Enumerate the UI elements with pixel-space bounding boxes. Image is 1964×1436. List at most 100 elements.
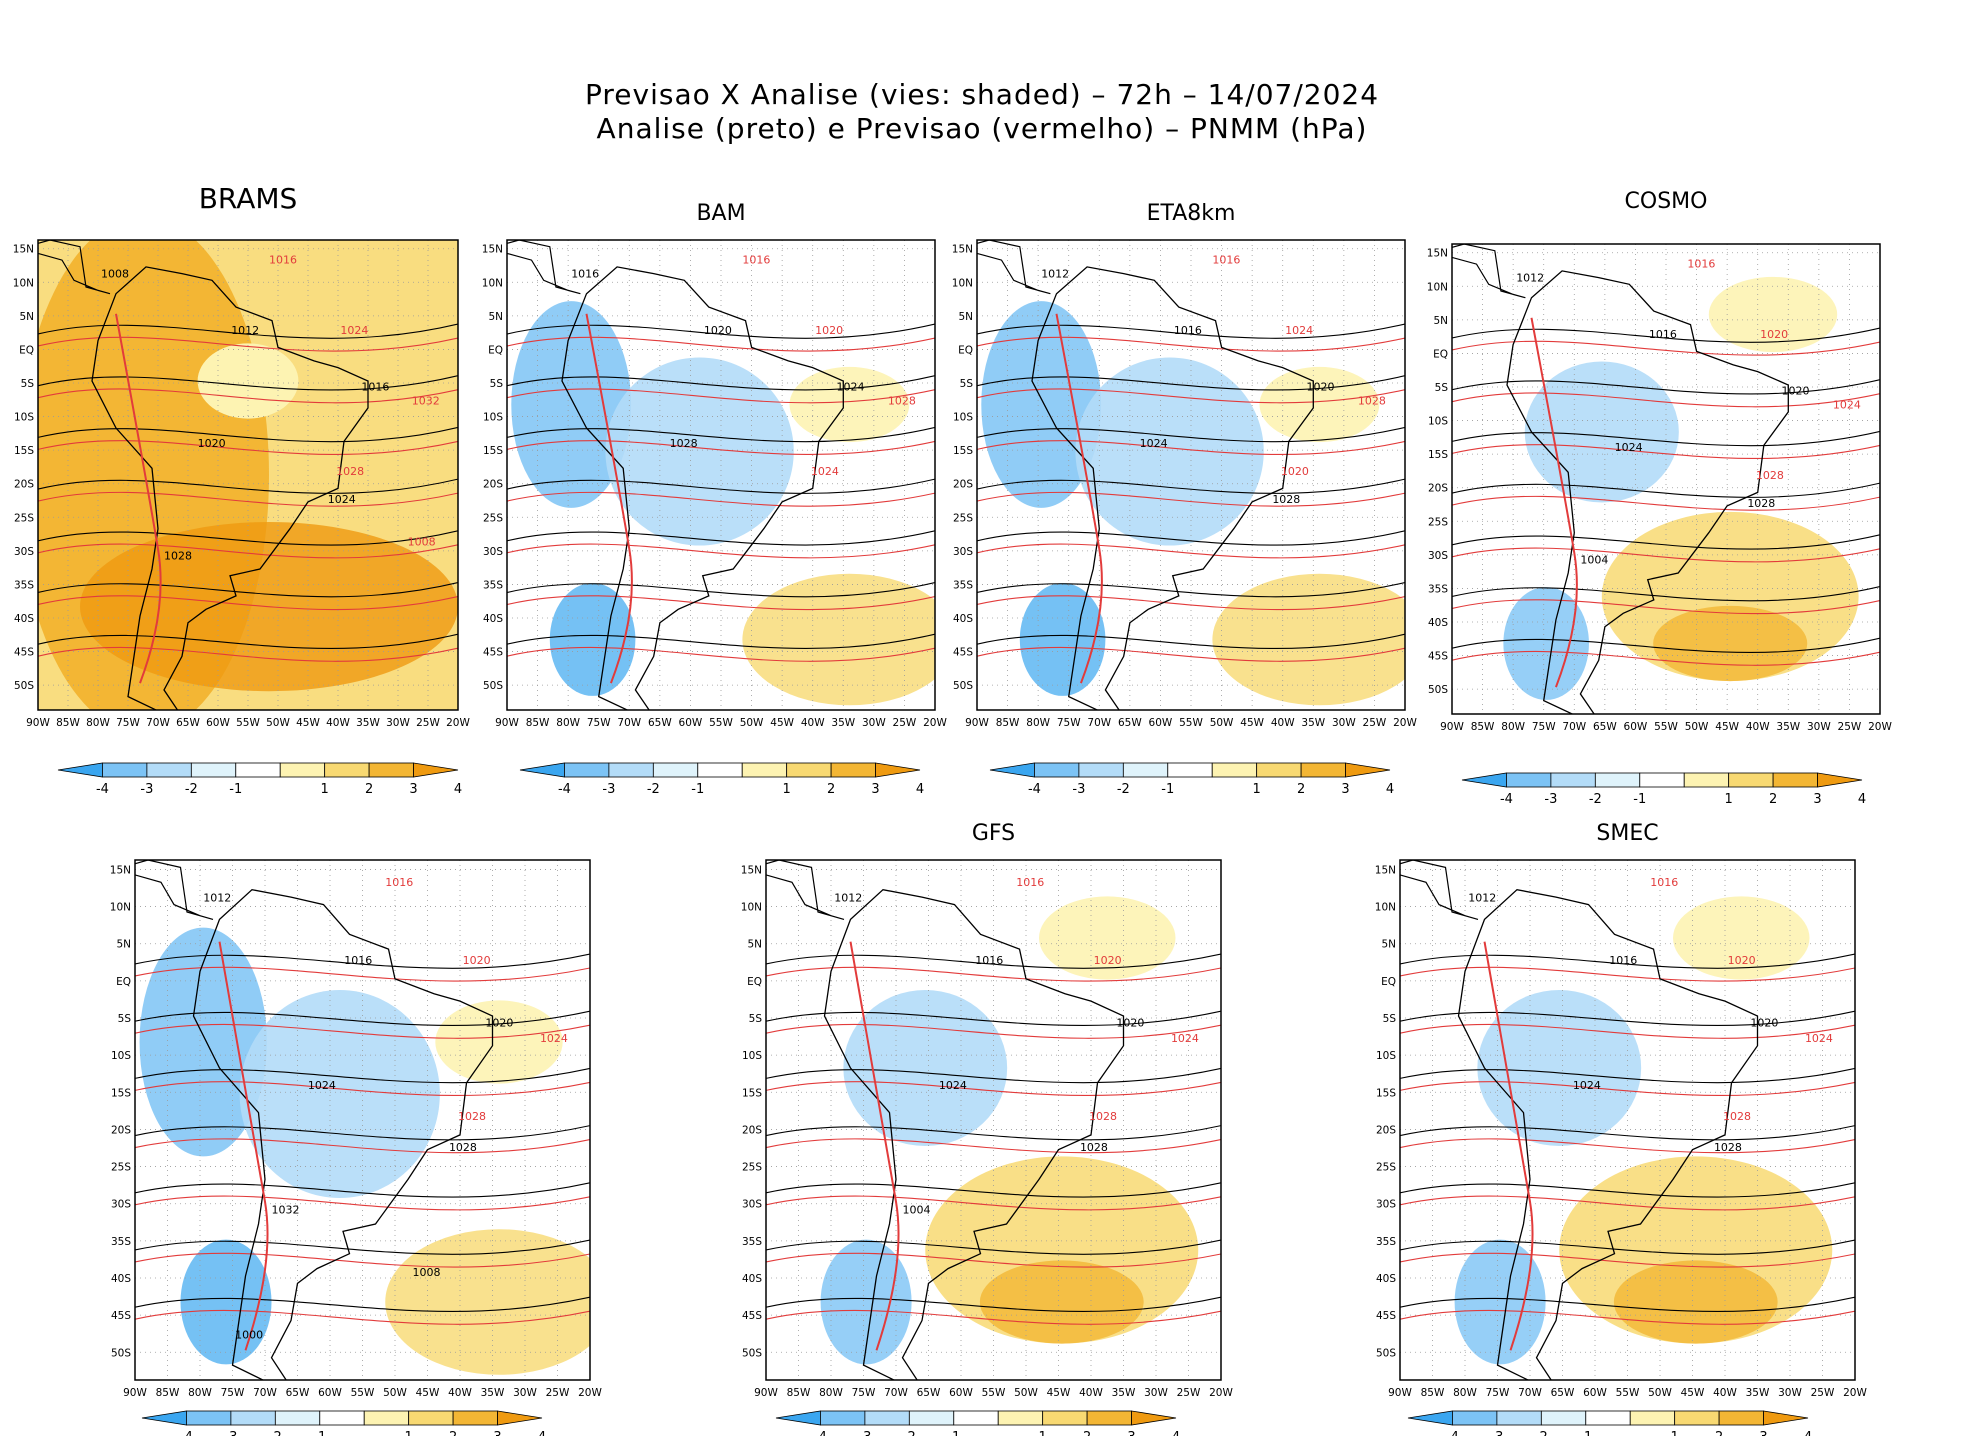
isobar-label-analysis: 1028 bbox=[670, 437, 698, 450]
isobar-label-forecast: 1024 bbox=[1805, 1032, 1833, 1045]
latitude-tick-label: 10N bbox=[13, 277, 34, 289]
isobar-label-analysis: 1012 bbox=[231, 324, 259, 337]
latitude-tick-label: 30S bbox=[953, 546, 973, 558]
latitude-tick-label: 10S bbox=[483, 412, 503, 424]
latitude-tick-label: 5S bbox=[1435, 382, 1449, 394]
latitude-tick-label: 30S bbox=[14, 546, 34, 558]
latitude-tick-label: 10N bbox=[110, 902, 131, 914]
longitude-tick-label: 75W bbox=[1532, 721, 1556, 733]
colorbar-label: -2 bbox=[269, 1430, 282, 1436]
colorbar-label: -4 bbox=[96, 782, 109, 797]
longitude-tick-label: 25W bbox=[893, 717, 917, 729]
isobar-label-analysis: 1008 bbox=[101, 268, 129, 281]
longitude-tick-label: 90W bbox=[123, 1387, 147, 1399]
longitude-tick-label: 45W bbox=[296, 717, 320, 729]
latitude-tick-label: 10N bbox=[1427, 281, 1448, 293]
latitude-tick-label: 25S bbox=[14, 512, 34, 524]
isobar-label-analysis: 1020 bbox=[1307, 380, 1335, 393]
longitude-tick-label: 30W bbox=[1778, 1387, 1802, 1399]
longitude-tick-label: 40W bbox=[801, 717, 825, 729]
longitude-tick-label: 90W bbox=[1388, 1387, 1412, 1399]
colorbar-label: -3 bbox=[1072, 782, 1085, 797]
longitude-tick-label: 20W bbox=[1843, 1387, 1867, 1399]
isobar-label-analysis: 1020 bbox=[1782, 384, 1810, 397]
latitude-tick-label: 10S bbox=[111, 1050, 131, 1062]
isobar-label-analysis: 1020 bbox=[1116, 1016, 1144, 1029]
isobar-label-analysis: 1016 bbox=[1174, 324, 1202, 337]
longitude-tick-label: 90W bbox=[965, 717, 989, 729]
latitude-tick-label: 30S bbox=[1428, 550, 1448, 562]
colorbar-label: -1 bbox=[313, 1430, 326, 1436]
colorbar: -4 -3 -2 -1 1 2 3 4 bbox=[989, 762, 1394, 797]
longitude-tick-label: 45W bbox=[1715, 721, 1739, 733]
panel-title: SMEC bbox=[1596, 821, 1658, 846]
longitude-tick-label: 60W bbox=[1624, 721, 1648, 733]
south-america-coastline bbox=[1506, 270, 1789, 714]
isobar-label-forecast: 1024 bbox=[1285, 324, 1313, 337]
longitude-tick-label: 50W bbox=[1685, 721, 1709, 733]
longitude-tick-label: 25W bbox=[546, 1387, 570, 1399]
longitude-tick-label: 80W bbox=[188, 1387, 212, 1399]
longitude-tick-label: 35W bbox=[481, 1387, 505, 1399]
colorbar-label: -1 bbox=[1161, 782, 1174, 797]
isobar-label-analysis: 1024 bbox=[837, 380, 865, 393]
colorbar-label: -4 bbox=[1446, 1430, 1459, 1436]
colorbar-label: 3 bbox=[1759, 1430, 1767, 1436]
longitude-tick-label: 90W bbox=[495, 717, 519, 729]
isobar-label-forecast: 1024 bbox=[540, 1032, 568, 1045]
isobar-label-analysis: 1024 bbox=[939, 1079, 967, 1092]
south-america-coastline bbox=[192, 889, 494, 1380]
longitude-tick-label: 60W bbox=[949, 1387, 973, 1399]
longitude-tick-label: 80W bbox=[1501, 721, 1525, 733]
longitude-tick-label: 25W bbox=[1177, 1387, 1201, 1399]
latitude-tick-label: 5S bbox=[960, 378, 974, 390]
latitude-tick-label: 15N bbox=[741, 864, 762, 876]
longitude-tick-label: 45W bbox=[1240, 717, 1264, 729]
latitude-tick-label: 45S bbox=[1376, 1310, 1396, 1322]
latitude-tick-label: 30S bbox=[483, 546, 503, 558]
latitude-tick-label: EQ bbox=[116, 976, 131, 988]
isobar-label-analysis: 1020 bbox=[704, 324, 732, 337]
longitude-tick-label: 30W bbox=[1144, 1387, 1168, 1399]
longitude-tick-label: 60W bbox=[206, 717, 230, 729]
colorbar-label: 4 bbox=[538, 1430, 546, 1436]
panel-title: COSMO bbox=[1625, 189, 1708, 214]
isobar-label-forecast: 1028 bbox=[1756, 469, 1784, 482]
longitude-tick-label: 30W bbox=[1332, 717, 1356, 729]
colorbar-label: 1 bbox=[321, 782, 329, 797]
longitude-tick-label: 40W bbox=[326, 717, 350, 729]
latitude-tick-label: 5N bbox=[116, 939, 131, 951]
isobar-label-forecast: 1028 bbox=[888, 395, 916, 408]
longitude-tick-label: 70W bbox=[253, 1387, 277, 1399]
longitude-tick-label: 35W bbox=[1301, 717, 1325, 729]
colorbar: -4 -3 -2 -1 1 2 3 4 bbox=[57, 762, 462, 797]
longitude-tick-label: 25W bbox=[416, 717, 440, 729]
isobar-label-forecast: 1016 bbox=[1650, 876, 1678, 889]
latitude-tick-label: 5S bbox=[118, 1013, 132, 1025]
latitude-tick-label: 40S bbox=[111, 1273, 131, 1285]
longitude-tick-label: 20W bbox=[578, 1387, 602, 1399]
colorbar-label: -4 bbox=[814, 1430, 827, 1436]
colorbar: -4 -3 -2 -1 1 2 3 4 bbox=[1461, 772, 1866, 807]
latitude-tick-label: 50S bbox=[111, 1347, 131, 1359]
longitude-tick-label: 65W bbox=[1551, 1387, 1575, 1399]
longitude-tick-label: 55W bbox=[1654, 721, 1678, 733]
colorbar-label: -2 bbox=[1535, 1430, 1548, 1436]
isobar-label-analysis: 1020 bbox=[1750, 1016, 1778, 1029]
isobar-label-forecast: 1016 bbox=[385, 876, 413, 889]
colorbar-label: -1 bbox=[947, 1430, 960, 1436]
latitude-tick-label: 5N bbox=[1381, 939, 1396, 951]
longitude-tick-label: 75W bbox=[116, 717, 140, 729]
isobar-label-forecast: 1028 bbox=[1723, 1110, 1751, 1123]
latitude-tick-label: 10S bbox=[14, 412, 34, 424]
latitude-tick-label: 15S bbox=[483, 445, 503, 457]
colorbar-label: 2 bbox=[1297, 782, 1305, 797]
longitude-tick-label: 50W bbox=[1648, 1387, 1672, 1399]
latitude-tick-label: 30S bbox=[1376, 1199, 1396, 1211]
colorbar-label: -1 bbox=[1633, 792, 1646, 807]
latitude-tick-label: EQ bbox=[19, 344, 34, 356]
colorbar-label: -3 bbox=[224, 1430, 237, 1436]
longitude-tick-label: 45W bbox=[416, 1387, 440, 1399]
isobar-label-analysis: 1020 bbox=[198, 437, 226, 450]
isobar-label-forecast: 1024 bbox=[1171, 1032, 1199, 1045]
